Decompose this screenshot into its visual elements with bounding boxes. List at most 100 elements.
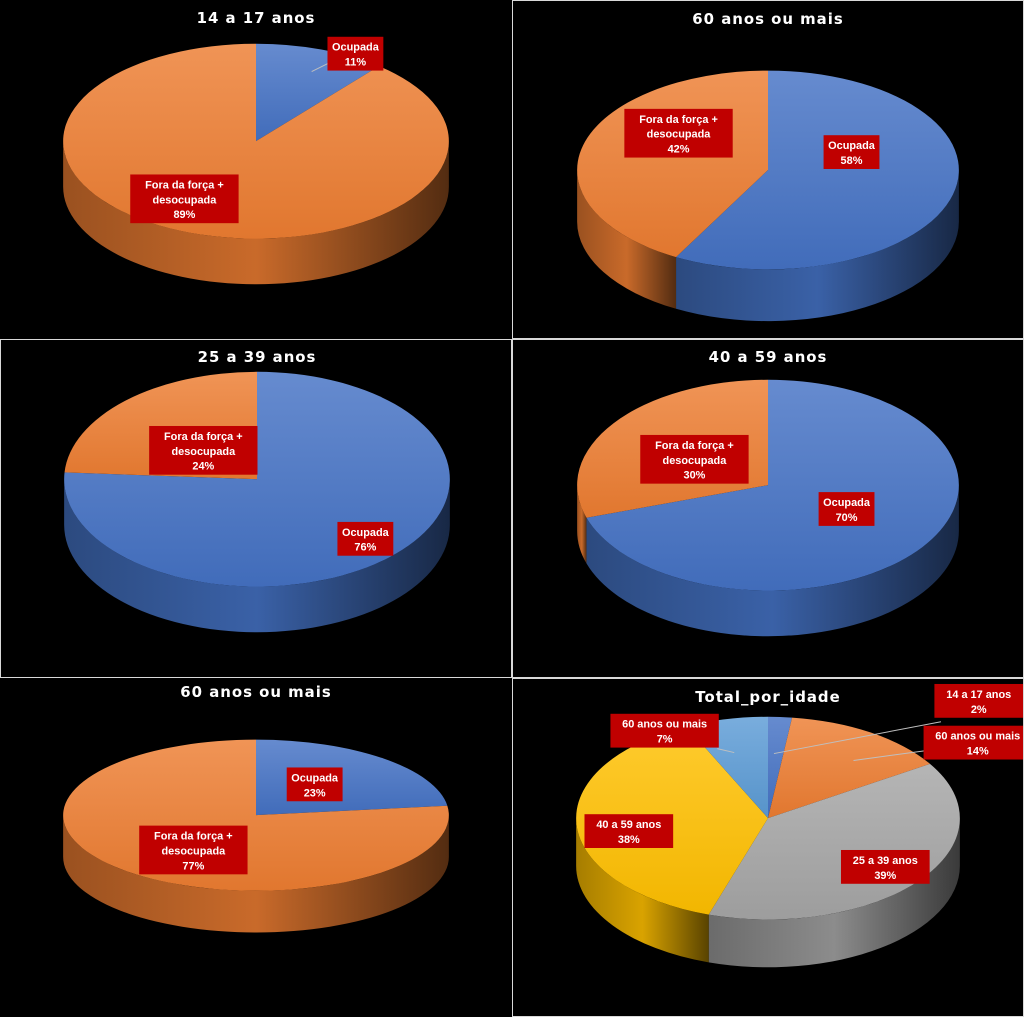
data-label-value: 14% xyxy=(967,746,989,758)
data-label-box xyxy=(840,849,930,884)
chart-title: 60 anos ou mais xyxy=(692,10,843,28)
data-label-category: desocupada xyxy=(171,446,236,458)
pie-slice xyxy=(256,739,448,816)
pie-slice-side xyxy=(63,141,449,285)
chart-title: Total_por_idade xyxy=(695,688,840,706)
data-label: Fora da força + desocupada 89% xyxy=(130,174,239,224)
data-label-category: Ocupada xyxy=(823,497,871,509)
data-label-category: 14 a 17 anos xyxy=(946,689,1011,701)
data-label-value: 38% xyxy=(618,834,640,846)
data-label-value: 76% xyxy=(354,542,376,554)
data-label: Fora da força + desocupada 77% xyxy=(139,825,248,875)
data-label-box xyxy=(624,108,733,158)
data-label-box xyxy=(923,725,1023,760)
data-label: Ocupada 76% xyxy=(337,521,394,556)
data-label-category: Fora da força + xyxy=(639,114,718,126)
data-label: 14 a 17 anos 2% xyxy=(934,683,1023,718)
data-label: Ocupada 11% xyxy=(327,36,384,71)
data-label: Ocupada 23% xyxy=(286,767,343,802)
data-label-category: Ocupada xyxy=(332,42,380,54)
chart-title: 60 anos ou mais xyxy=(180,683,331,701)
data-label: 25 a 39 anos 39% xyxy=(840,849,930,884)
data-label-value: 2% xyxy=(971,704,987,716)
chart-panel-6: Total_por_idade 14 a 17 anos 2% 60 anos ou … xyxy=(512,678,1024,1017)
data-label-value: 7% xyxy=(657,734,673,746)
data-label-box xyxy=(818,492,875,526)
data-label-value: 24% xyxy=(192,461,214,473)
data-label: 40 a 59 anos 38% xyxy=(584,814,674,848)
chart-panel-2: 60 anos ou mais Ocupada 58% Fora da força +… xyxy=(512,0,1024,339)
data-label-category: Ocupada xyxy=(291,772,339,784)
data-label-value: 39% xyxy=(874,870,896,882)
data-label-value: 30% xyxy=(683,470,705,482)
data-label-box xyxy=(149,425,258,475)
data-label-category: Ocupada xyxy=(342,527,390,539)
pie-slice-side xyxy=(586,485,959,637)
data-label-category: Fora da força + xyxy=(655,440,734,452)
pie-slice xyxy=(63,43,449,239)
data-label-category: 60 anos ou mais xyxy=(622,719,707,731)
data-label-box xyxy=(286,767,343,802)
data-label-box xyxy=(823,135,880,170)
data-label: Ocupada 70% xyxy=(818,492,875,526)
data-label-value: 89% xyxy=(173,209,195,221)
pie-chart: 60 anos ou mais Ocupada 23% Fora da força +… xyxy=(63,683,449,933)
data-label-category: desocupada xyxy=(153,194,218,206)
data-label-box xyxy=(584,814,674,848)
pie-slice-side xyxy=(576,818,709,963)
data-label-box xyxy=(934,683,1023,718)
pie-slice-side xyxy=(676,169,959,322)
data-label: 60 anos ou mais 7% xyxy=(610,713,719,748)
chart-panel-1: 14 a 17 anos Ocupada 11% Fora da força + des… xyxy=(0,0,512,339)
data-label-value: 70% xyxy=(836,512,858,524)
data-label-value: 23% xyxy=(304,787,326,799)
data-label: Ocupada 58% xyxy=(823,135,880,170)
leader-line xyxy=(717,748,735,754)
chart-panel-4: 40 a 59 anos Ocupada 70% Fora da força + des… xyxy=(512,339,1024,678)
data-label-value: 42% xyxy=(668,144,690,156)
data-label-box xyxy=(337,521,394,556)
pie-slice xyxy=(768,716,793,819)
data-label-category: 40 a 59 anos xyxy=(596,819,661,831)
chart-title: 25 a 39 anos xyxy=(198,348,317,366)
pie-chart: 14 a 17 anos Ocupada 11% Fora da força + des… xyxy=(63,9,449,285)
pie-slice-side xyxy=(64,479,450,633)
data-label-box xyxy=(640,434,749,484)
data-label-category: 60 anos ou mais xyxy=(935,731,1020,743)
pie-slice-side xyxy=(577,485,587,564)
data-label: Fora da força + desocupada 42% xyxy=(624,108,733,158)
pie-slice xyxy=(586,379,959,591)
pie-chart: 60 anos ou mais Ocupada 58% Fora da força +… xyxy=(577,10,959,322)
data-label: Fora da força + desocupada 24% xyxy=(149,425,258,475)
pie-slice-side xyxy=(708,818,960,968)
data-label-box xyxy=(130,174,239,224)
data-label-category: Fora da força + xyxy=(154,831,233,843)
data-label-value: 77% xyxy=(182,860,204,872)
data-label-category: Ocupada xyxy=(828,140,876,152)
data-label-category: Fora da força + xyxy=(145,179,224,191)
data-label-value: 58% xyxy=(841,155,863,167)
leader-line xyxy=(773,721,942,755)
chart-panel-3: 25 a 39 anos Ocupada 76% Fora da força + des… xyxy=(0,339,512,678)
pie-slice-side xyxy=(63,815,449,933)
data-label: Fora da força + desocupada 30% xyxy=(640,434,749,484)
data-label-box xyxy=(327,36,384,71)
pie-chart: 40 a 59 anos Ocupada 70% Fora da força + des… xyxy=(577,348,959,637)
pie-slice-side xyxy=(577,169,677,309)
data-label-category: Fora da força + xyxy=(164,431,243,443)
chart-title: 14 a 17 anos xyxy=(197,9,316,27)
chart-panel-5: 60 anos ou mais Ocupada 23% Fora da força +… xyxy=(0,678,512,1017)
data-label-box xyxy=(139,825,248,875)
data-label-category: desocupada xyxy=(647,129,712,141)
data-label: 60 anos ou mais 14% xyxy=(923,725,1023,760)
pie-slice xyxy=(768,717,930,819)
data-label-value: 11% xyxy=(345,57,367,69)
pie-chart: 25 a 39 anos Ocupada 76% Fora da força + des… xyxy=(64,348,450,633)
pie-chart: Total_por_idade 14 a 17 anos 2% 60 anos ou … xyxy=(576,683,1023,968)
data-label-category: 25 a 39 anos xyxy=(853,855,918,867)
data-label-category: desocupada xyxy=(663,455,728,467)
chart-title: 40 a 59 anos xyxy=(709,348,828,366)
pie-slice xyxy=(676,70,959,270)
data-label-box xyxy=(610,713,719,748)
data-label-category: desocupada xyxy=(162,845,227,857)
